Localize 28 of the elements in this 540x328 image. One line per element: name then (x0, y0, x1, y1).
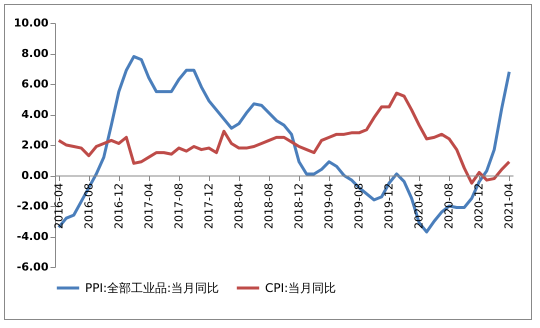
x-tick-label: 2016-04 (52, 183, 66, 229)
x-tick-label: 2018-08 (262, 183, 276, 229)
y-tick-label: 4.00 (21, 108, 49, 121)
legend-label: PPI:全部工业品:当月同比 (85, 281, 220, 295)
y-tick-label: -4.00 (16, 230, 49, 243)
y-tick-label: 0.00 (21, 169, 49, 182)
y-tick-label: 8.00 (21, 47, 49, 60)
x-tick-label: 2020-04 (412, 183, 426, 229)
x-tick-label: 2018-12 (292, 183, 306, 229)
y-tick-label: 2.00 (21, 138, 49, 152)
x-tick-label: 2017-12 (202, 183, 216, 229)
x-tick-label: 2019-08 (352, 183, 366, 229)
y-tick-label: -6.00 (16, 260, 49, 274)
y-tick-label: 6.00 (21, 78, 49, 90)
line-series (57, 92, 511, 185)
legend-label: CPI:当月同比 (265, 281, 336, 295)
x-tick-label: 2016-08 (82, 183, 96, 229)
x-tick-label: 2020-12 (472, 183, 486, 229)
y-tick-label: 10.00 (14, 16, 49, 30)
x-tick-label: 2020-08 (442, 183, 456, 229)
x-tick-label: 2019-12 (382, 183, 396, 229)
x-tick-label: 2017-08 (172, 183, 186, 229)
y-tick-label: -2.00 (16, 200, 49, 212)
x-tick-label: 2016-12 (112, 183, 126, 229)
x-tick-label: 2019-04 (322, 183, 336, 229)
x-tick-label: 2018-04 (232, 183, 246, 229)
x-tick-label: 2017-04 (142, 183, 156, 229)
x-tick-label: 2021-04 (502, 183, 516, 229)
